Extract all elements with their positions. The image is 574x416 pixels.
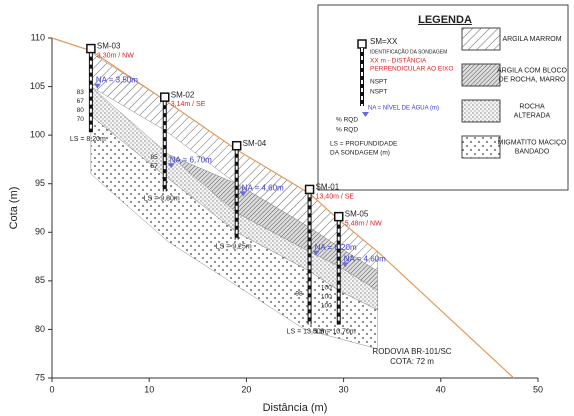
legend-rqd: % RQD xyxy=(336,117,358,124)
offset-label: 3,14m / SE xyxy=(171,101,206,108)
legend-label: ROCHA xyxy=(519,103,545,110)
na-label: NA = 4,60m xyxy=(344,254,386,263)
legend-id: SM=XX xyxy=(370,37,398,46)
y-tick-label: 105 xyxy=(30,81,45,91)
y-tick-label: 100 xyxy=(30,130,45,140)
legend-title: LEGENDA xyxy=(418,14,472,26)
legend-distance: XX m - DISTÂNCIA xyxy=(370,56,427,65)
rqd-label: 98 xyxy=(295,290,303,297)
y-tick-label: 75 xyxy=(35,372,45,382)
borehole-name: SM-01 xyxy=(316,183,340,192)
borehole-name: SM-02 xyxy=(171,90,195,99)
rqd-label: 85 xyxy=(151,154,159,161)
borehole-name: SM-04 xyxy=(243,139,267,148)
ls-label: LS = 9,30m xyxy=(144,195,180,202)
legend-nspt: NSPT xyxy=(370,89,387,96)
borehole xyxy=(163,101,167,191)
legend-na: NA = NÍVEL DE ÁGUA (m) xyxy=(368,105,439,112)
offset-label: 13,40m / SE xyxy=(316,193,355,200)
rqd-label: 83 xyxy=(77,89,85,96)
y-tick-label: 80 xyxy=(35,324,45,334)
x-tick-label: 10 xyxy=(144,384,154,394)
legend-distance: PERPENDICULAR AO EIXO xyxy=(370,66,453,73)
na-label: NA = 4,60m xyxy=(242,184,284,193)
y-axis-label: Cota (m) xyxy=(8,187,20,230)
rqd-label: 100 xyxy=(321,284,332,291)
x-tick-label: 0 xyxy=(49,384,54,394)
y-tick-label: 85 xyxy=(35,275,45,285)
rqd-label: 67 xyxy=(77,98,85,105)
ls-label: LS = 8,20m xyxy=(70,136,106,143)
y-tick-label: 110 xyxy=(31,32,45,42)
legend-ls: DA SONDAGEM (m) xyxy=(330,150,390,157)
borehole-head xyxy=(335,213,343,221)
x-tick-label: 50 xyxy=(533,384,543,394)
chart: Distância (m) Cota (m) 0 10 20 30 40 50 75 80 85… xyxy=(0,0,574,416)
legend-label: ARGILA MARROM xyxy=(502,36,561,43)
borehole-name: SM-05 xyxy=(345,210,369,219)
legend-label: BANDADO xyxy=(515,148,550,155)
borehole-head xyxy=(161,93,169,101)
annotation: RODOVIA BR-101/SC xyxy=(372,347,451,356)
legend-label: DE ROCHA, MARRO xyxy=(499,76,566,83)
offset-label: 3,30m / NW xyxy=(97,52,134,59)
na-label: NA = 6,70m xyxy=(170,155,212,164)
legend-id-text: IDENTIFICAÇÃO DA SONDAGEM xyxy=(370,48,447,55)
legend-nspt: NSPT xyxy=(370,79,387,86)
legend-label: ARGILA COM BLOCO xyxy=(497,67,568,74)
legend-swatch xyxy=(462,136,500,158)
rqd-label: 80 xyxy=(77,107,85,114)
annotation: COTA: 72 m xyxy=(390,357,434,366)
na-label: NA = 3,50m xyxy=(96,76,138,85)
borehole xyxy=(235,150,239,240)
borehole-head xyxy=(87,45,95,53)
legend-box xyxy=(318,5,568,190)
x-tick-label: 40 xyxy=(436,384,446,394)
y-tick-label: 90 xyxy=(35,227,45,237)
ls-label: LS = 10,70m xyxy=(316,328,356,335)
y-tick-label: 95 xyxy=(35,178,45,188)
x-tick-label: 30 xyxy=(339,384,349,394)
legend-label: MIGMATITO MACIÇO xyxy=(498,139,568,146)
borehole-name: SM-03 xyxy=(97,42,121,51)
legend-icon xyxy=(358,40,366,48)
legend-swatch xyxy=(462,100,500,122)
legend-ls: LS = PROFUNDIDADE xyxy=(330,141,398,148)
ls-label: LS = 9,25m xyxy=(216,243,252,250)
rqd-label: 57 xyxy=(151,163,159,170)
legend-swatch xyxy=(462,28,500,50)
x-axis-label: Distância (m) xyxy=(263,402,328,414)
rqd-label: 100 xyxy=(321,293,332,300)
na-label: NA = 6,20m xyxy=(315,243,357,252)
rqd-label: 70 xyxy=(77,116,85,123)
offset-label: 5,48m / NW xyxy=(345,220,382,227)
borehole-head xyxy=(233,142,241,150)
x-tick-label: 20 xyxy=(241,384,251,394)
borehole-head xyxy=(306,185,314,193)
rqd-label: 100 xyxy=(321,302,332,309)
legend-rqd: % RQD xyxy=(336,127,358,134)
legend-swatch xyxy=(462,64,500,86)
legend-label: ALTERADA xyxy=(514,112,551,119)
